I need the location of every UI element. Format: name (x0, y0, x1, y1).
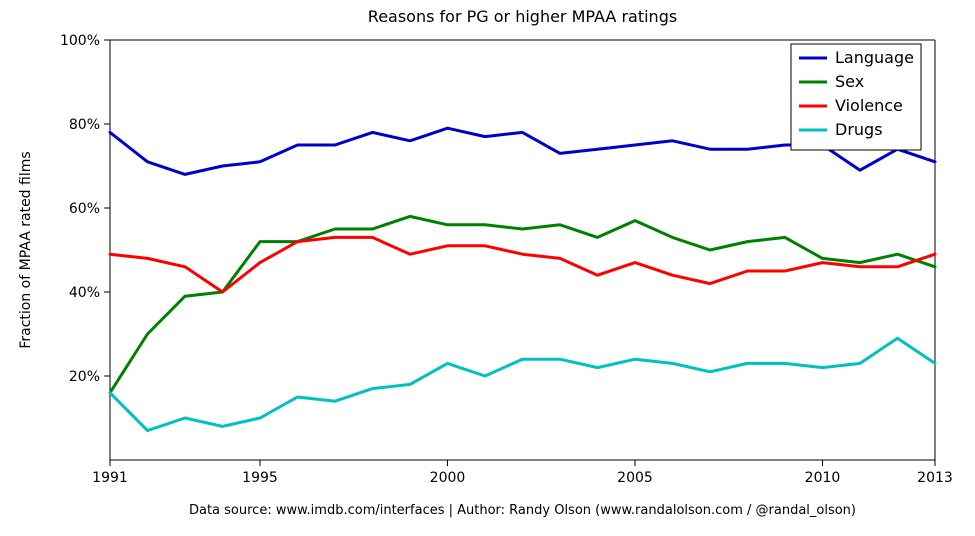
y-tick-label: 20% (69, 369, 100, 385)
series-drugs (110, 338, 935, 430)
x-tick-label: 2005 (617, 470, 653, 486)
legend-label: Sex (835, 72, 864, 91)
x-tick-label: 2000 (430, 470, 466, 486)
legend-label: Drugs (835, 120, 883, 139)
chart-title: Reasons for PG or higher MPAA ratings (368, 7, 677, 26)
chart-caption: Data source: www.imdb.com/interfaces | A… (189, 503, 856, 518)
y-tick-label: 40% (69, 285, 100, 301)
mpaa-line-chart: 1991 1995 2000 2005 2010 2013 20% 40% 60% 80% 100%… (0, 0, 975, 536)
legend-label: Violence (835, 96, 903, 115)
y-tick-label: 60% (69, 201, 100, 217)
series-violence (110, 237, 935, 292)
y-tick-label: 80% (69, 117, 100, 133)
x-tick-label: 2013 (917, 470, 953, 486)
x-tick-label: 1991 (92, 470, 128, 486)
x-tick-label: 1995 (242, 470, 278, 486)
legend-label: Language (835, 48, 914, 67)
x-tick-label: 2010 (805, 470, 841, 486)
y-tick-label: 100% (60, 33, 100, 49)
y-axis-label: Fraction of MPAA rated films (18, 151, 34, 348)
